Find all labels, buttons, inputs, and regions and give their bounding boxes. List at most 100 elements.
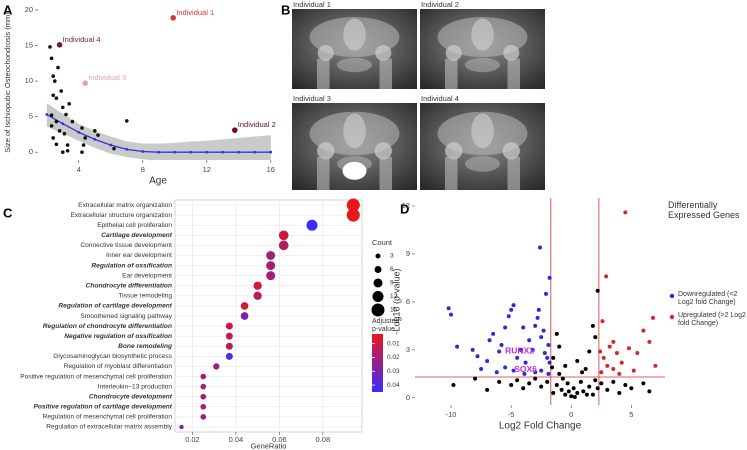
point (70, 119, 75, 124)
point (56, 65, 60, 70)
x-tick-label: 0.04 (229, 435, 244, 444)
point (533, 370, 538, 375)
point (641, 381, 646, 386)
category-label: Negative regulation of ossification (64, 333, 172, 340)
point (536, 307, 541, 312)
point (54, 119, 59, 124)
legend-label: 0.02 (387, 354, 400, 361)
dot (253, 281, 262, 290)
image-title: Individual 3 (293, 94, 331, 103)
dot (225, 332, 233, 340)
fit-point (221, 150, 225, 154)
point (631, 368, 636, 373)
radiograph (420, 103, 545, 190)
point (539, 335, 544, 340)
plot-area (45, 45, 273, 160)
femur (379, 156, 392, 190)
category-label: Ear development (122, 272, 172, 279)
point (611, 367, 616, 372)
point (546, 343, 551, 348)
sacrum (343, 18, 366, 51)
point (647, 339, 652, 344)
dot (278, 230, 289, 241)
annotation: SOX6 (514, 364, 537, 374)
x-tick-label: -10 (446, 410, 457, 419)
y-tick-label: 3 (406, 345, 410, 354)
dot (200, 403, 207, 410)
point (565, 381, 570, 386)
annotation: Individual 3 (88, 73, 126, 82)
point (527, 338, 532, 343)
highlight-point (170, 14, 176, 21)
legend-label: 12 (390, 293, 398, 300)
y-axis-title: Size of Ischiopubic Osteochondrosis (mm) (3, 12, 12, 153)
dot (346, 208, 360, 222)
category-label: Positive regulation of mesenchymal cell … (20, 373, 172, 380)
x-tick-label: 0 (569, 410, 573, 419)
x-tick-label: 0.02 (185, 435, 200, 444)
point (485, 359, 490, 364)
legend-label: 9 (390, 280, 394, 287)
point (623, 383, 628, 388)
dot (266, 271, 276, 281)
x-tick-label: 16 (267, 165, 275, 174)
point (509, 307, 514, 312)
x-tick-label: 4 (77, 165, 81, 174)
legend-label: 3 (390, 253, 394, 260)
point (503, 325, 508, 330)
y-tick-label: 10 (25, 76, 33, 85)
legend-size-dot (373, 278, 383, 288)
point (96, 133, 100, 137)
fit-point (61, 122, 65, 126)
pubis (465, 57, 500, 73)
dot (200, 393, 207, 400)
legend-swatch (669, 293, 675, 299)
point (83, 136, 87, 140)
point (557, 371, 562, 376)
point (62, 131, 67, 136)
point (575, 359, 580, 364)
fit-point (205, 150, 209, 154)
legend-title: Adjusted (372, 318, 399, 325)
sacrum (471, 18, 494, 51)
femur (445, 58, 458, 89)
highlight-point (56, 42, 63, 48)
x-tick-label: 12 (203, 165, 211, 174)
fit-point (77, 130, 81, 134)
point (518, 347, 523, 352)
category-label: Regulation of cartilage development (58, 303, 172, 310)
femur (379, 58, 392, 89)
category-label: Smoothened signaling pathway (80, 313, 172, 320)
point (578, 379, 583, 384)
point (617, 391, 622, 396)
legend-label: 0.01 (387, 340, 400, 347)
point (65, 143, 70, 147)
fit-point (109, 143, 113, 147)
annotation: RUNX2 (505, 346, 534, 356)
fit-point (253, 150, 257, 154)
point (572, 395, 577, 400)
point (604, 274, 609, 279)
femoral-head (374, 142, 392, 160)
dot (225, 322, 233, 330)
point (617, 371, 622, 376)
radiograph (292, 9, 417, 89)
femoral-head (445, 45, 462, 61)
dot (266, 250, 276, 260)
point (590, 323, 595, 328)
legend-title: Differentially Expressed Genes (668, 200, 740, 221)
dot (200, 373, 207, 380)
femur (317, 156, 330, 190)
point (470, 347, 475, 352)
category-label: Inner ear development (106, 252, 172, 259)
dot (253, 291, 262, 300)
point (547, 360, 552, 365)
legend-label: Upregulated (>2 Log2 fold Change) (678, 312, 746, 328)
legend-label: 0.03 (387, 368, 400, 375)
category-label: Positive regulation of cartilage develop… (33, 404, 172, 411)
image-title: Individual 2 (421, 0, 459, 9)
point (80, 150, 84, 154)
point (449, 312, 454, 317)
y-tick-label: 6 (406, 297, 410, 306)
annotation: Individual 2 (238, 120, 276, 129)
